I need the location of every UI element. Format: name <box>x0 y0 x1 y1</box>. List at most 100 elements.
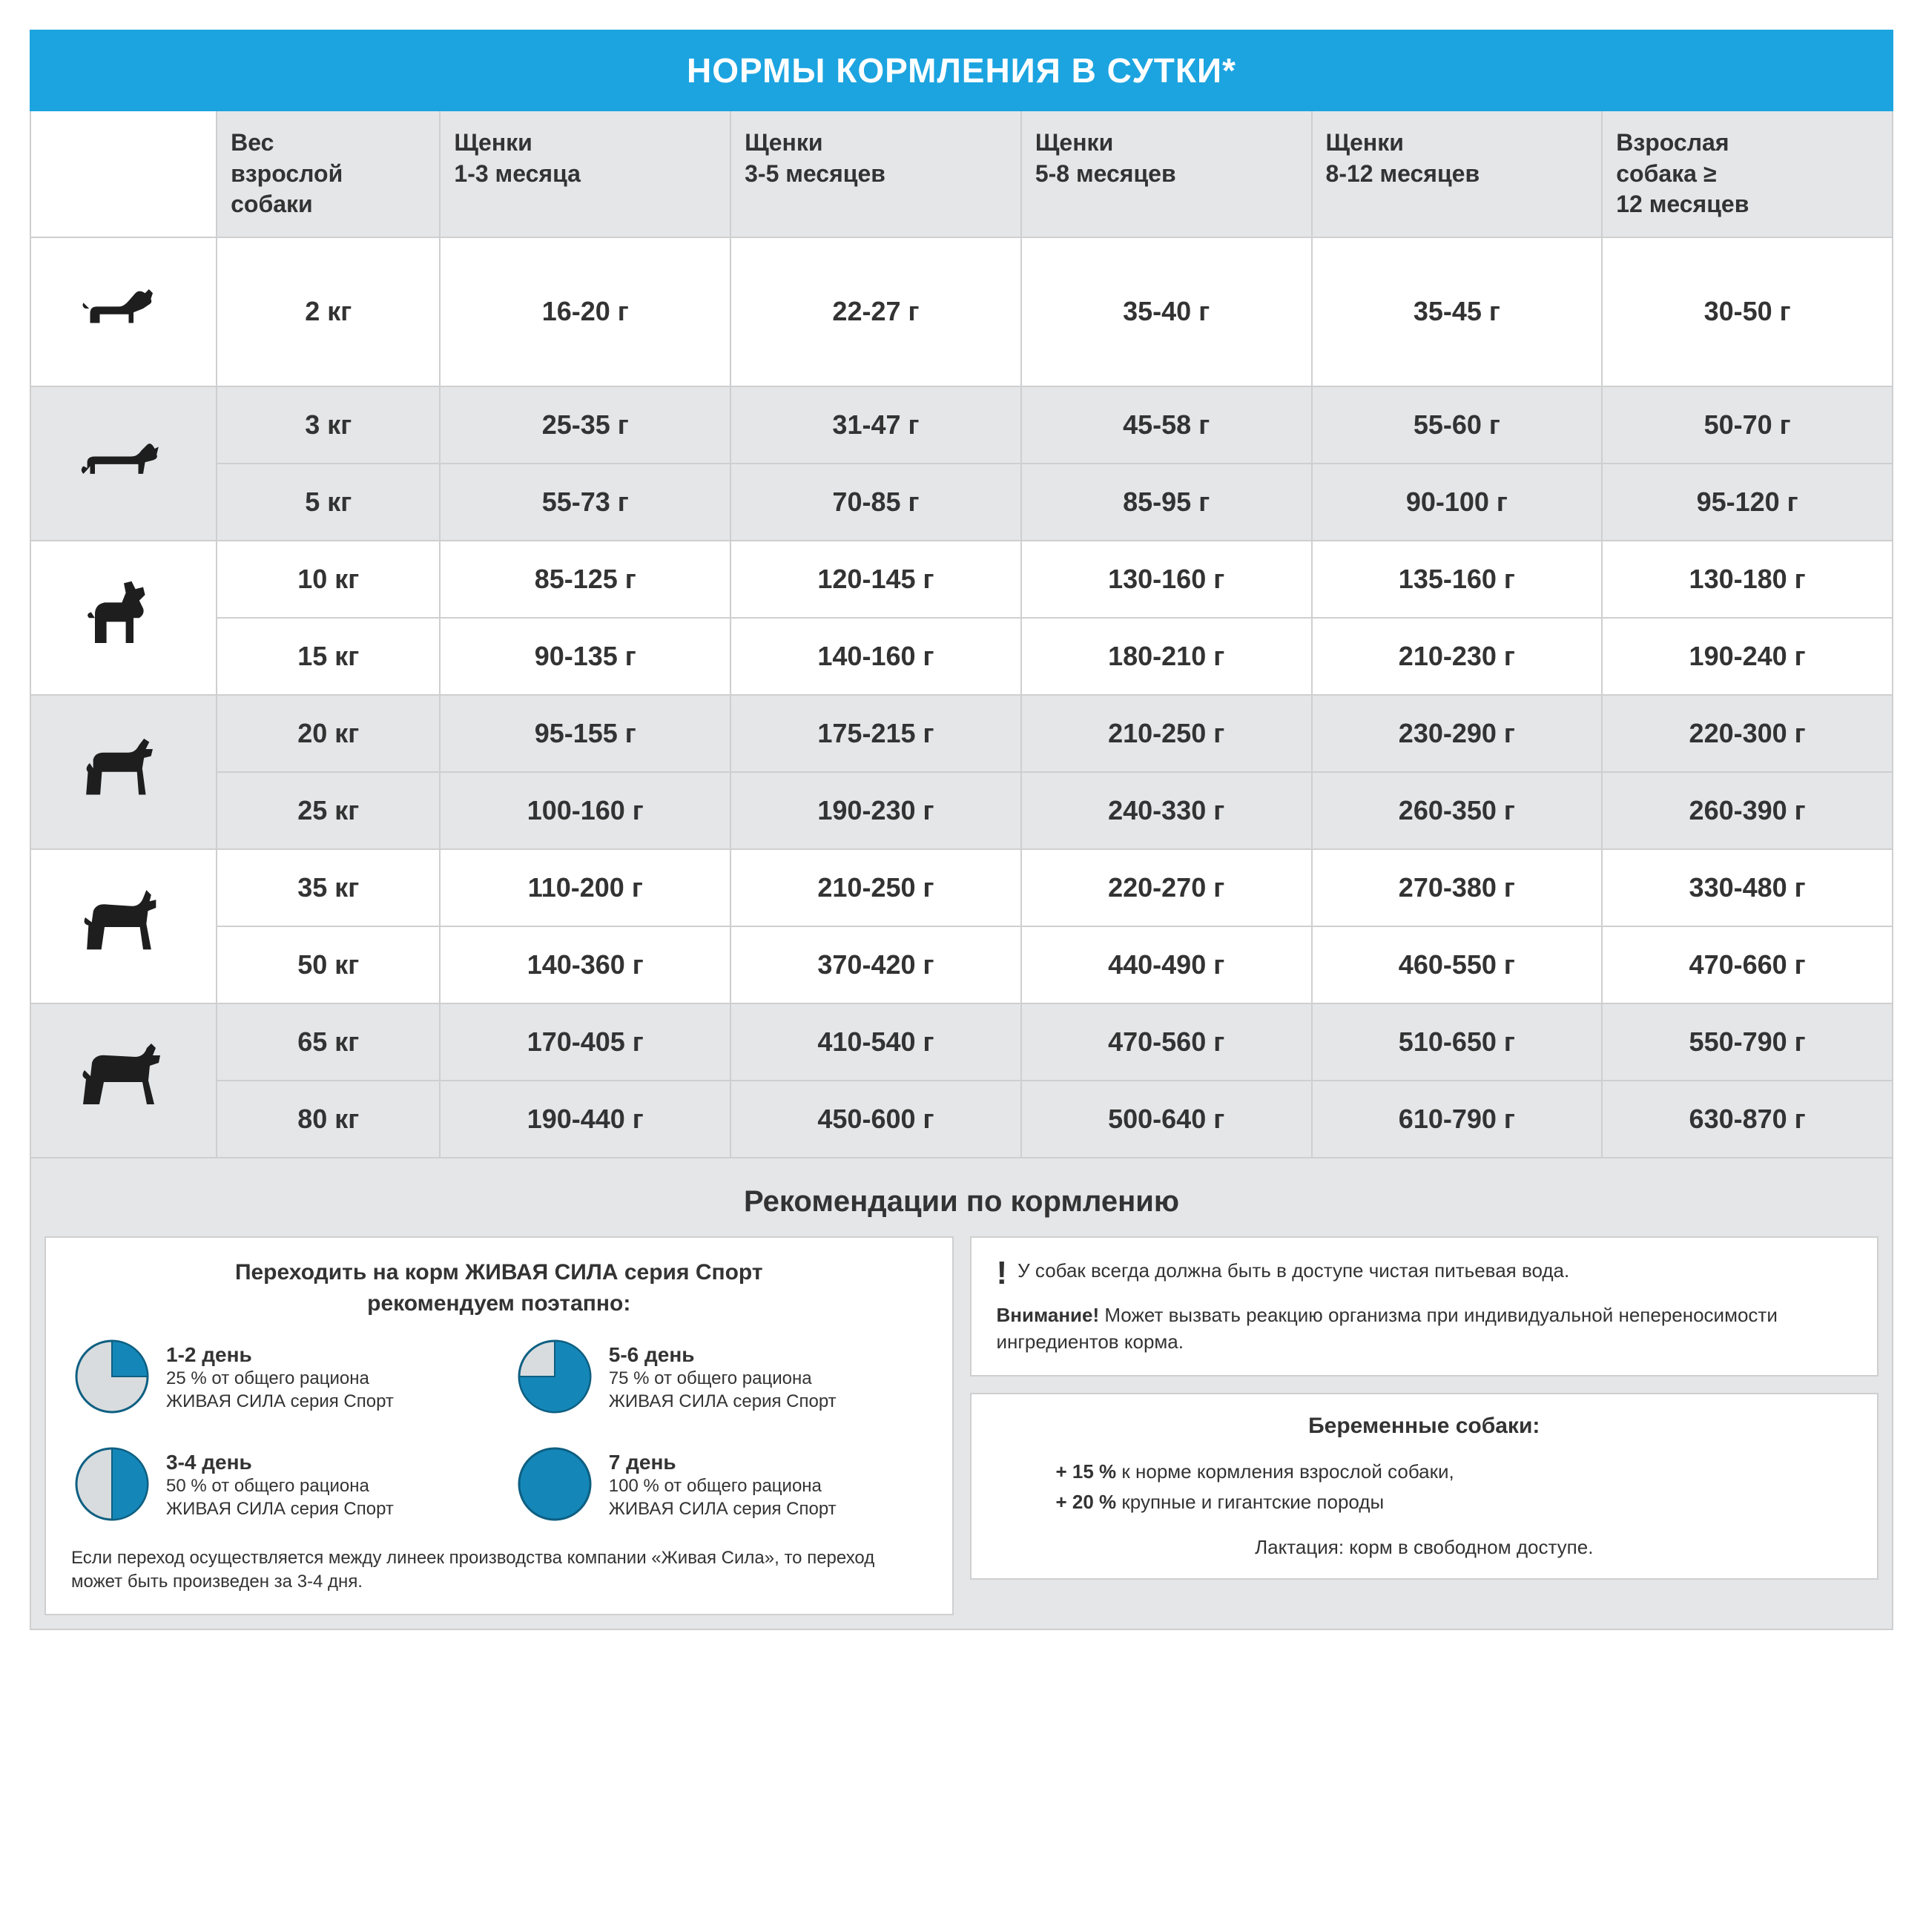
value-cell: 610-790 г <box>1312 1081 1603 1158</box>
pie-day: 1-2 день <box>166 1343 394 1367</box>
weight-cell: 2 кг <box>217 237 440 386</box>
pie-day: 5-6 день <box>609 1343 837 1367</box>
value-cell: 30-50 г <box>1602 237 1893 386</box>
value-cell: 55-60 г <box>1312 386 1603 464</box>
pie-item-1: 5-6 день 75 % от общего рационаЖИВАЯ СИЛ… <box>514 1336 927 1421</box>
value-cell: 220-300 г <box>1602 695 1893 772</box>
value-cell: 31-47 г <box>730 386 1021 464</box>
value-cell: 260-390 г <box>1602 772 1893 849</box>
col-4: Щенки8-12 месяцев <box>1312 111 1603 237</box>
weight-cell: 80 кг <box>217 1081 440 1158</box>
value-cell: 90-135 г <box>440 618 730 695</box>
pie-item-2: 3-4 день 50 % от общего рационаЖИВАЯ СИЛ… <box>71 1443 484 1529</box>
value-cell: 175-215 г <box>730 695 1021 772</box>
pie-chart-icon <box>514 1336 596 1421</box>
value-cell: 210-250 г <box>1021 695 1312 772</box>
value-cell: 190-240 г <box>1602 618 1893 695</box>
pregnant-line-1: + 15 % к норме кормления взрослой собаки… <box>1056 1457 1853 1488</box>
value-cell: 135-160 г <box>1312 541 1603 618</box>
pregnant-l2-rest: крупные и гигантские породы <box>1116 1491 1384 1513</box>
col-blank <box>30 111 217 237</box>
pregnant-l1-bold: + 15 % <box>1056 1460 1117 1483</box>
value-cell: 50-70 г <box>1602 386 1893 464</box>
value-cell: 190-440 г <box>440 1081 730 1158</box>
pie-item-0: 1-2 день 25 % от общего рационаЖИВАЯ СИЛ… <box>71 1336 484 1421</box>
col-5: Взрослаясобака ≥12 месяцев <box>1602 111 1893 237</box>
value-cell: 130-160 г <box>1021 541 1312 618</box>
transition-title-l1: Переходить на корм ЖИВАЯ СИЛА серия Спор… <box>235 1260 763 1285</box>
value-cell: 140-360 г <box>440 926 730 1003</box>
exclamation-icon: ! <box>997 1257 1008 1290</box>
value-cell: 180-210 г <box>1021 618 1312 695</box>
dog-icon-husky <box>30 849 217 1003</box>
value-cell: 16-20 г <box>440 237 730 386</box>
weight-cell: 35 кг <box>217 849 440 926</box>
pregnant-l1-rest: к норме кормления взрослой собаки, <box>1116 1460 1454 1483</box>
value-cell: 510-650 г <box>1312 1003 1603 1081</box>
pie-chart-icon <box>71 1336 153 1421</box>
value-cell: 140-160 г <box>730 618 1021 695</box>
dog-icon-tiny <box>30 237 217 386</box>
weight-cell: 20 кг <box>217 695 440 772</box>
col-0: Весвзрослойсобаки <box>217 111 440 237</box>
value-cell: 120-145 г <box>730 541 1021 618</box>
value-cell: 95-120 г <box>1602 464 1893 541</box>
value-cell: 45-58 г <box>1021 386 1312 464</box>
warning-rest: Может вызвать реакцию организма при инди… <box>997 1304 1778 1353</box>
title-bar: НОРМЫ КОРМЛЕНИЯ В СУТКИ* <box>30 30 1893 111</box>
value-cell: 470-560 г <box>1021 1003 1312 1081</box>
weight-cell: 3 кг <box>217 386 440 464</box>
pregnant-title: Беременные собаки: <box>997 1414 1853 1439</box>
value-cell: 270-380 г <box>1312 849 1603 926</box>
value-cell: 210-230 г <box>1312 618 1603 695</box>
value-cell: 170-405 г <box>440 1003 730 1081</box>
value-cell: 410-540 г <box>730 1003 1021 1081</box>
transition-title: Переходить на корм ЖИВАЯ СИЛА серия Спор… <box>71 1257 927 1319</box>
pie-day: 7 день <box>609 1451 837 1474</box>
pregnant-l2-bold: + 20 % <box>1056 1491 1117 1513</box>
weight-cell: 65 кг <box>217 1003 440 1081</box>
value-cell: 130-180 г <box>1602 541 1893 618</box>
value-cell: 370-420 г <box>730 926 1021 1003</box>
pie-day: 3-4 день <box>166 1451 394 1474</box>
value-cell: 440-490 г <box>1021 926 1312 1003</box>
warning-text: Внимание! Может вызвать реакцию организм… <box>997 1302 1853 1356</box>
warnings-panel: ! У собак всегда должна быть в доступе ч… <box>970 1236 1879 1377</box>
pie-desc: 100 % от общего рационаЖИВАЯ СИЛА серия … <box>609 1474 837 1520</box>
pie-chart-icon <box>514 1443 596 1529</box>
weight-cell: 5 кг <box>217 464 440 541</box>
dog-icon-bulldog <box>30 541 217 695</box>
feeding-table: ВесвзрослойсобакиЩенки1-3 месяцаЩенки3-5… <box>30 111 1893 1158</box>
pie-desc: 75 % от общего рационаЖИВАЯ СИЛА серия С… <box>609 1367 837 1413</box>
value-cell: 240-330 г <box>1021 772 1312 849</box>
transition-note: Если переход осуществляется между линеек… <box>71 1546 927 1595</box>
pie-desc: 50 % от общего рационаЖИВАЯ СИЛА серия С… <box>166 1474 394 1520</box>
pregnant-panel: Беременные собаки: + 15 % к норме кормле… <box>970 1393 1879 1580</box>
value-cell: 25-35 г <box>440 386 730 464</box>
water-note: У собак всегда должна быть в доступе чис… <box>1017 1257 1569 1290</box>
value-cell: 330-480 г <box>1602 849 1893 926</box>
value-cell: 470-660 г <box>1602 926 1893 1003</box>
col-2: Щенки3-5 месяцев <box>730 111 1021 237</box>
dog-icon-medium <box>30 695 217 849</box>
value-cell: 230-290 г <box>1312 695 1603 772</box>
transition-title-l2: рекомендуем поэтапно: <box>367 1291 630 1316</box>
lactation-note: Лактация: корм в свободном доступе. <box>997 1536 1853 1559</box>
weight-cell: 25 кг <box>217 772 440 849</box>
weight-cell: 50 кг <box>217 926 440 1003</box>
value-cell: 85-95 г <box>1021 464 1312 541</box>
weight-cell: 10 кг <box>217 541 440 618</box>
value-cell: 450-600 г <box>730 1081 1021 1158</box>
value-cell: 220-270 г <box>1021 849 1312 926</box>
value-cell: 500-640 г <box>1021 1081 1312 1158</box>
value-cell: 260-350 г <box>1312 772 1603 849</box>
warning-bold: Внимание! <box>997 1304 1100 1326</box>
value-cell: 70-85 г <box>730 464 1021 541</box>
value-cell: 100-160 г <box>440 772 730 849</box>
value-cell: 90-100 г <box>1312 464 1603 541</box>
value-cell: 22-27 г <box>730 237 1021 386</box>
col-1: Щенки1-3 месяца <box>440 111 730 237</box>
value-cell: 210-250 г <box>730 849 1021 926</box>
pie-chart-icon <box>71 1443 153 1529</box>
value-cell: 95-155 г <box>440 695 730 772</box>
